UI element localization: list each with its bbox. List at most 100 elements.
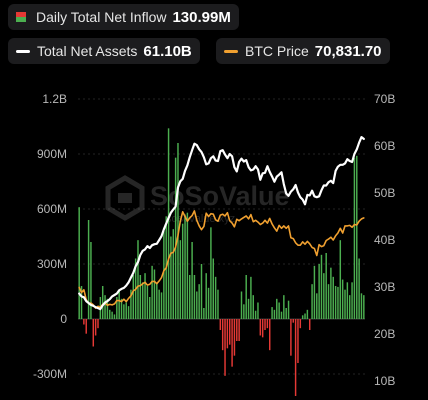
inflow-bar: [78, 207, 80, 319]
inflow-bar: [111, 311, 113, 319]
inflow-bar: [163, 231, 165, 319]
inflow-bar: [271, 307, 273, 319]
inflow-bar: [266, 319, 269, 329]
inflow-bar: [261, 319, 264, 338]
inflow-bar: [130, 289, 132, 319]
watermark-brand: SoSoValue: [150, 181, 290, 211]
inflow-bar: [231, 319, 233, 367]
right-axis-tick-label: 20B: [374, 327, 395, 341]
inflow-bar: [83, 319, 85, 325]
inflow-bar: [146, 286, 149, 319]
inflow-bar: [172, 229, 175, 319]
legend-btc-price[interactable]: BTC Price 70,831.70: [216, 38, 390, 64]
inflow-bar: [252, 295, 254, 319]
inflow-bar: [87, 220, 90, 319]
inflow-bar: [94, 319, 97, 336]
inflow-bar: [245, 275, 247, 319]
inflow-bar: [273, 309, 276, 319]
series-lines: [78, 136, 365, 311]
inflow-bar: [184, 214, 186, 319]
inflow-bar: [186, 212, 189, 319]
inflow-bar: [127, 306, 130, 319]
inflow-bar: [189, 275, 191, 319]
inflow-bar: [196, 291, 198, 319]
inflow-bar: [337, 286, 339, 319]
left-axis-tick-label: 900M: [37, 147, 67, 161]
inflow-bar: [292, 319, 294, 323]
legend-btc-label: BTC Price: [245, 43, 309, 59]
inflow-bar: [85, 319, 87, 334]
inflow-bar: [236, 319, 238, 341]
inflow-bar: [217, 289, 219, 319]
sosovalue-logo-icon: [105, 175, 145, 221]
right-axis-tick-label: 50B: [374, 186, 395, 200]
inflow-swatch-icon: [16, 12, 26, 22]
btc-line-swatch-icon: [224, 49, 238, 53]
inflow-bar: [181, 223, 184, 319]
watermark: SoSoValue sosovalue.xyz: [105, 175, 290, 225]
right-axis-tick-label: 30B: [374, 280, 395, 294]
inflow-bar: [193, 275, 196, 319]
inflow-bar: [276, 298, 278, 319]
inflow-bar: [344, 289, 346, 319]
inflow-bar: [132, 275, 135, 319]
right-axis-tick-label: 10B: [374, 374, 395, 388]
inflow-bar: [167, 128, 170, 319]
inflow-bar: [353, 157, 356, 319]
inflow-bar: [257, 302, 259, 319]
inflow-bar: [332, 276, 334, 319]
inflow-bar: [160, 292, 163, 319]
inflow-bar: [229, 319, 231, 345]
inflow-bar: [240, 291, 243, 319]
inflow-bar: [280, 311, 283, 319]
inflow-bar: [179, 240, 182, 319]
inflow-bar: [285, 308, 287, 319]
inflow-bar: [224, 319, 226, 376]
inflow-bar: [351, 282, 353, 319]
inflow-bar: [301, 315, 304, 319]
inflow-bar: [137, 240, 139, 319]
inflow-bar: [120, 298, 123, 319]
inflow-bar: [219, 319, 222, 330]
inflow-bar: [264, 319, 266, 330]
inflow-bar: [149, 297, 151, 319]
inflow-bar: [299, 319, 302, 329]
left-axis-tick-label: -300M: [33, 367, 67, 381]
inflow-bar: [330, 267, 332, 319]
inflow-bar: [226, 319, 229, 349]
inflow-bar: [339, 240, 342, 319]
inflow-bar: [247, 298, 250, 319]
inflow-bar: [141, 282, 144, 319]
inflow-bar: [278, 302, 280, 319]
inflow-bar: [214, 276, 217, 319]
legend-assets-label: Total Net Assets: [37, 43, 138, 59]
inflow-bar: [294, 319, 297, 396]
legend-total-net-assets[interactable]: Total Net Assets 61.10B: [8, 38, 200, 64]
inflow-bar: [139, 275, 142, 319]
inflow-bar: [198, 284, 200, 319]
legend-inflow-label: Daily Total Net Inflow: [36, 9, 167, 25]
legend-inflow-value: 130.99M: [172, 8, 231, 26]
inflow-bar: [306, 309, 309, 319]
inflow-bar: [125, 302, 127, 319]
inflow-bar: [304, 313, 306, 319]
inflow-bar: [356, 155, 358, 319]
inflow-bar: [313, 265, 316, 319]
inflow-bar: [205, 273, 207, 319]
inflow-bar: [118, 289, 120, 319]
inflow-bar: [308, 319, 311, 330]
inflow-bar: [80, 286, 83, 319]
left-axis-tick-label: 1.2B: [42, 92, 67, 106]
inflow-bar: [348, 295, 351, 319]
inflow-bar: [254, 310, 257, 319]
inflow-bar: [200, 264, 203, 319]
inflow-bar: [287, 300, 290, 319]
legend-daily-net-inflow[interactable]: Daily Total Net Inflow 130.99M: [8, 4, 239, 30]
inflow-bar: [233, 319, 236, 356]
inflow-bar: [269, 319, 271, 351]
right-axis: 70B 60B 50B 40B 30B 20B 10B: [374, 92, 395, 388]
inflow-bar: [346, 282, 349, 319]
inflow-bar: [116, 297, 118, 319]
left-axis-tick-label: 0: [60, 312, 67, 326]
